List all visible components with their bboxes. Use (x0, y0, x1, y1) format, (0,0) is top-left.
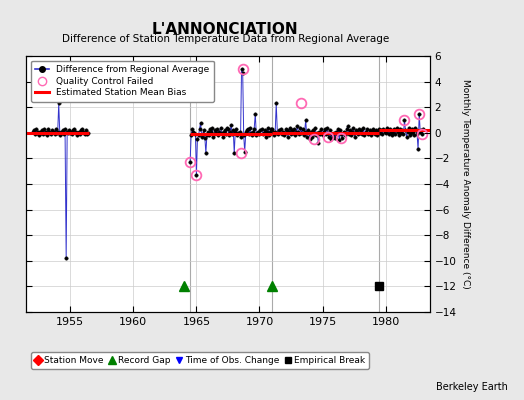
Text: Difference of Station Temperature Data from Regional Average: Difference of Station Temperature Data f… (62, 34, 389, 44)
Text: Berkeley Earth: Berkeley Earth (436, 382, 508, 392)
Legend: Station Move, Record Gap, Time of Obs. Change, Empirical Break: Station Move, Record Gap, Time of Obs. C… (31, 352, 369, 368)
Y-axis label: Monthly Temperature Anomaly Difference (°C): Monthly Temperature Anomaly Difference (… (462, 79, 471, 289)
Text: L'ANNONCIATION: L'ANNONCIATION (152, 22, 299, 37)
